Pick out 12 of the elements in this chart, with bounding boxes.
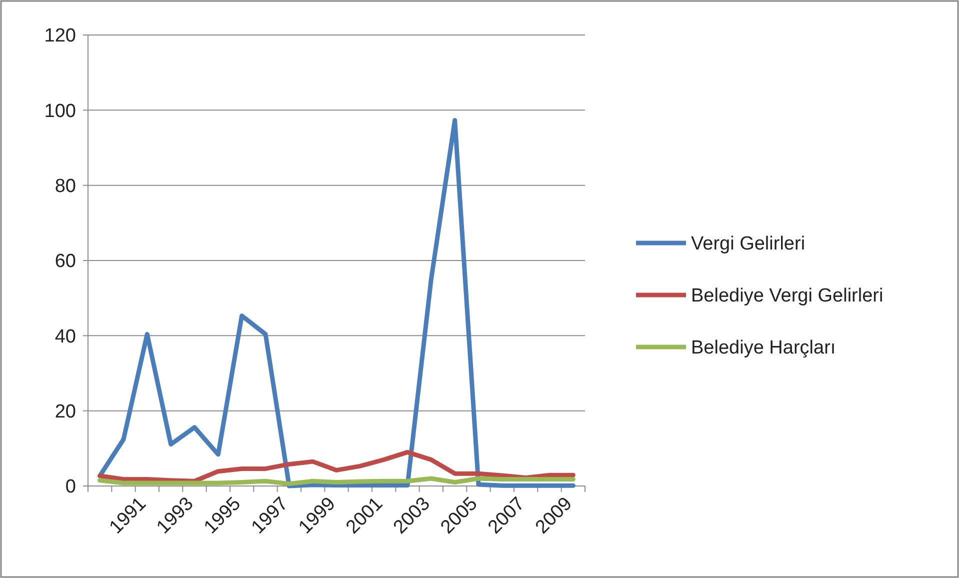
line-series [98,118,576,488]
line-series [98,450,576,484]
y-tick-label: 0 [65,476,76,498]
y-tick-label: 80 [54,176,76,197]
legend-label: Belediye Harçları [691,338,836,359]
y-tick-label: 20 [54,401,76,422]
y-tick-label: 120 [44,26,76,47]
y-tick-label: 40 [54,326,76,348]
legend-label: Vergi Gelirleri [691,234,806,255]
y-tick-label: 100 [44,100,76,122]
y-tick-label: 60 [54,251,76,272]
legend-label: Belediye Vergi Gelirleri [691,286,884,307]
